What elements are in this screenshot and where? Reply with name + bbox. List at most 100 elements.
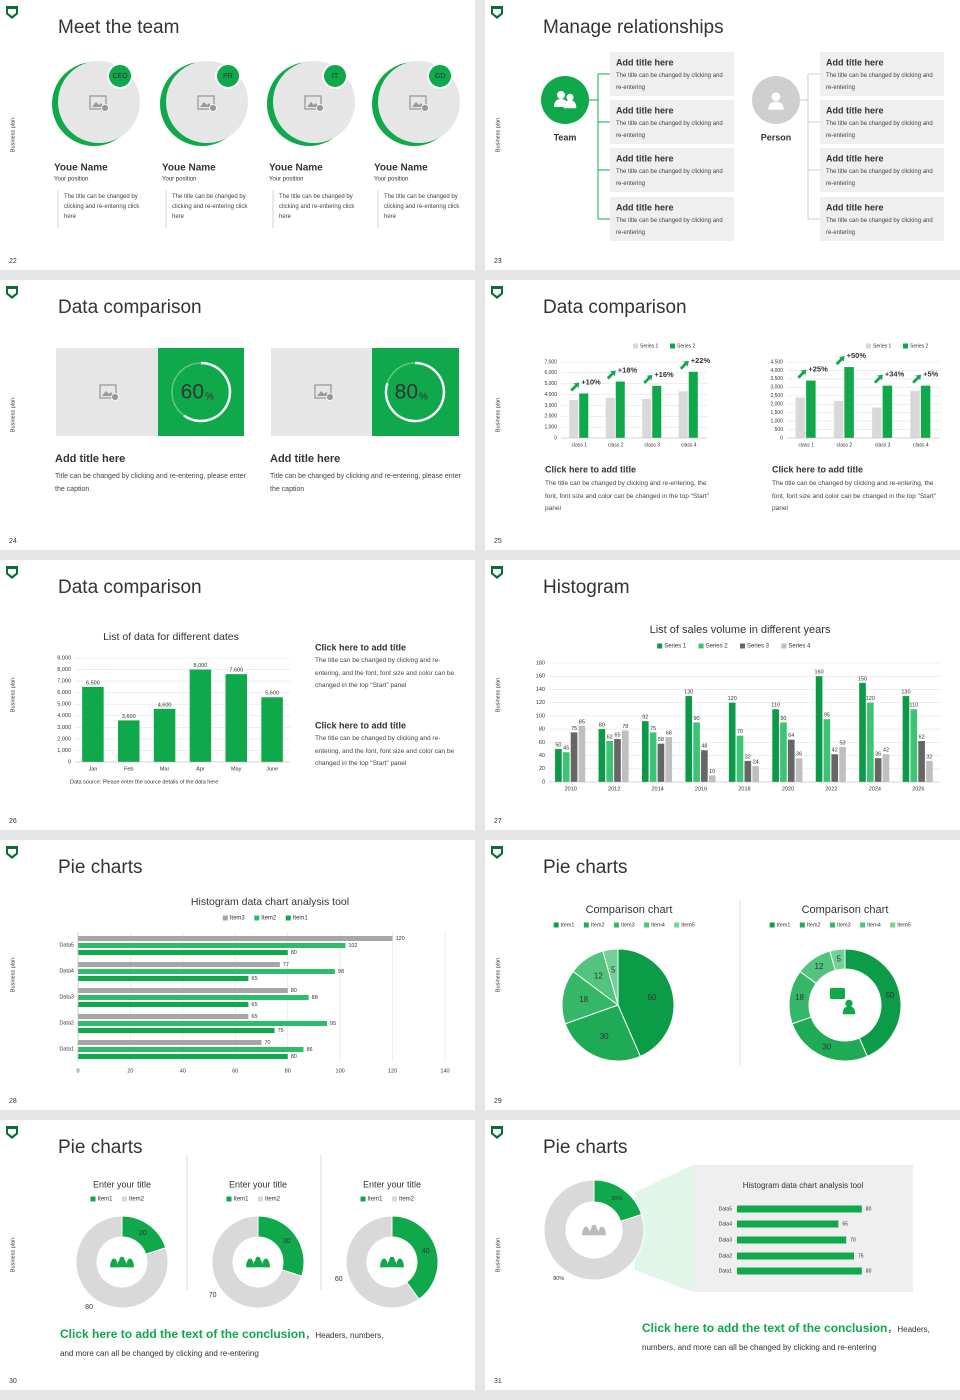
legend-swatch [258, 1196, 263, 1202]
y-tick-label: 5,000 [57, 702, 71, 708]
logo [8, 289, 16, 296]
slide: Business plan 29 Pie charts Comparison char… [485, 840, 960, 1110]
caption: The title can be changed by clicking and… [772, 480, 936, 512]
x-tick-label: 60 [232, 1068, 238, 1074]
side-label: Business plan [495, 398, 501, 432]
bar [882, 754, 890, 782]
bar [688, 371, 698, 438]
ring-progress [384, 361, 446, 423]
bar [859, 682, 866, 782]
data-label: 20 [139, 1230, 147, 1237]
bar [920, 385, 931, 438]
data-label: 120 [396, 936, 405, 942]
bar [78, 1002, 249, 1007]
data-label: 42 [832, 748, 838, 754]
data-label: 70 [850, 1237, 856, 1243]
x-tick-label: Mar [160, 766, 170, 772]
y-tick-label: 3,000 [544, 403, 557, 409]
person-icon [771, 92, 781, 101]
data-label: 12 [594, 971, 603, 980]
bar [708, 775, 716, 782]
data-label: 80 [599, 723, 605, 729]
badge-label: IT [332, 73, 339, 80]
data-label: 36 [796, 752, 802, 758]
data-label: 48 [701, 744, 707, 750]
y-tick-label: Data5 [59, 942, 74, 948]
person-icon [117, 1259, 127, 1268]
category-label: Data2 [719, 1253, 733, 1259]
bar [910, 390, 920, 438]
chart-title: Comparison chart [586, 904, 673, 916]
box-text: The title can be changed by clicking and… [616, 121, 723, 139]
percent-value: 80 [395, 381, 418, 404]
data-label: 98 [338, 969, 344, 975]
category-label: Data5 [719, 1206, 733, 1212]
person-icon [768, 101, 784, 110]
person-icon [554, 99, 568, 107]
slide-number: 23 [494, 258, 502, 265]
image-icon [412, 102, 424, 107]
chart-title: List of data for different dates [103, 631, 239, 643]
conclusion-title: Click here to add the text of the conclu… [642, 1321, 888, 1335]
y-tick-label: 160 [536, 674, 545, 680]
bar [605, 397, 615, 438]
bar [823, 719, 831, 782]
y-tick-label: 9,000 [57, 655, 71, 661]
annotation-arrow [873, 374, 883, 384]
box-text: The title can be changed by clicking and… [616, 73, 723, 91]
data-label: 90 [780, 716, 786, 722]
data-label: 8,000 [194, 663, 208, 669]
x-tick-label: 80 [285, 1068, 291, 1074]
data-label: 160 [814, 670, 823, 676]
annotation-arrow [570, 382, 580, 392]
data-label: 45 [563, 746, 569, 752]
chart-title: Histogram data chart analysis tool [743, 1181, 864, 1190]
legend-swatch [781, 643, 787, 649]
legend-swatch [903, 343, 908, 349]
bar [78, 969, 335, 974]
category-label: Data4 [719, 1221, 733, 1227]
box [820, 148, 944, 192]
pie-slice [617, 948, 675, 1058]
data-label: 50 [886, 991, 895, 1000]
data-label: 30 [822, 1042, 831, 1051]
bar [615, 381, 625, 438]
box-title: Add title here [616, 153, 674, 163]
legend-swatch [122, 1196, 127, 1202]
side-label: Business plan [495, 678, 501, 712]
annotation-arrow [835, 356, 845, 366]
bar [78, 1054, 288, 1059]
x-tick-label: 140 [440, 1068, 449, 1074]
x-tick-label: 20 [127, 1068, 133, 1074]
annotation: +10% [581, 377, 601, 386]
data-label: 80 [866, 1206, 872, 1212]
bar [795, 397, 806, 438]
legend-label: Series 2 [677, 343, 696, 349]
y-tick-label: 80 [539, 727, 545, 733]
slide: Business plan 23 Manage relationships Team A… [485, 0, 960, 270]
bar [780, 722, 787, 782]
person-icon [246, 1259, 254, 1268]
x-tick-label: Apr [196, 766, 205, 772]
bar [578, 725, 586, 782]
y-tick-label: Data1 [59, 1046, 74, 1052]
legend-swatch [222, 915, 228, 921]
image-icon [409, 95, 427, 110]
y-tick-label: 0 [68, 759, 71, 765]
y-tick-label: 40 [539, 753, 545, 759]
image-icon [326, 393, 334, 401]
bar [918, 741, 925, 782]
box [820, 52, 944, 96]
data-label: 42 [883, 748, 889, 754]
bar [570, 732, 578, 782]
data-label: 53 [839, 740, 845, 746]
category-label: Data3 [719, 1237, 733, 1243]
x-tick-label: class 4 [681, 442, 697, 448]
data-label: 32 [745, 754, 751, 760]
chart-title: List of sales volume in different years [650, 624, 831, 636]
data-label: 40 [422, 1248, 430, 1255]
legend-label: Series 1 [640, 343, 659, 349]
y-tick-label: 20 [539, 766, 545, 772]
logo [8, 849, 16, 856]
